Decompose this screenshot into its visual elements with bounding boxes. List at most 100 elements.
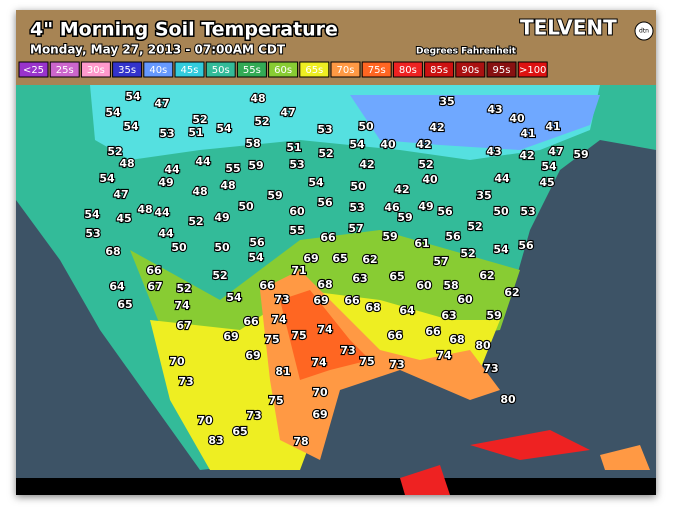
station-value: 54 <box>541 160 557 173</box>
station-value: 42 <box>359 158 374 171</box>
station-value: 59 <box>382 230 397 243</box>
station-value: 73 <box>274 293 289 306</box>
station-value: 66 <box>425 325 441 338</box>
station-value: 48 <box>137 203 152 216</box>
station-value: 64 <box>109 280 125 293</box>
station-value: 57 <box>348 222 363 235</box>
station-value: 60 <box>289 205 305 218</box>
station-value: 69 <box>312 408 327 421</box>
legend-chip <box>299 61 330 78</box>
station-value: 47 <box>280 106 295 119</box>
legend-chip <box>455 61 486 78</box>
station-value: 56 <box>437 205 453 218</box>
station-value: 54 <box>349 138 365 151</box>
station-value: 54 <box>493 243 509 256</box>
station-value: 74 <box>174 299 190 312</box>
station-value: 50 <box>493 205 509 218</box>
legend-label: 45s <box>181 65 199 76</box>
legend-chip <box>205 61 236 78</box>
legend-label: 90s <box>461 65 479 76</box>
station-value: 52 <box>254 115 269 128</box>
legend-chip <box>174 61 205 78</box>
station-value: 73 <box>483 362 498 375</box>
legend-chip <box>236 61 267 78</box>
station-value: 50 <box>171 241 187 254</box>
station-value: 56 <box>445 230 461 243</box>
legend-label: 40s <box>149 65 167 76</box>
legend-label: 60s <box>274 65 292 76</box>
station-value: 69 <box>245 349 260 362</box>
station-value: 55 <box>225 162 240 175</box>
station-value: 73 <box>246 409 261 422</box>
station-value: 54 <box>123 120 139 133</box>
station-value: 52 <box>188 215 203 228</box>
station-value: 56 <box>317 196 333 209</box>
station-value: 68 <box>449 333 464 346</box>
station-value: 52 <box>467 220 482 233</box>
legend-label: 25s <box>56 65 74 76</box>
station-value: 74 <box>436 349 452 362</box>
station-value: 42 <box>519 149 534 162</box>
station-value: 59 <box>267 189 282 202</box>
station-value: 52 <box>176 282 191 295</box>
station-value: 52 <box>192 113 207 126</box>
station-value: 80 <box>500 393 516 406</box>
station-value: 69 <box>313 294 328 307</box>
station-value: 54 <box>84 208 100 221</box>
land-south <box>400 465 450 495</box>
station-value: 42 <box>416 138 431 151</box>
station-value: 43 <box>487 103 502 116</box>
station-value: 69 <box>223 330 238 343</box>
station-value: 68 <box>365 301 380 314</box>
station-value: 50 <box>350 180 366 193</box>
station-value: 50 <box>214 241 230 254</box>
legend-label: 35s <box>118 65 136 76</box>
legend-label: >100 <box>519 65 546 76</box>
station-value: 59 <box>397 211 412 224</box>
station-value: 53 <box>159 127 174 140</box>
legend-chip <box>361 61 392 78</box>
station-value: 44 <box>154 206 170 219</box>
legend-chip <box>49 61 80 78</box>
legend-label: 80s <box>399 65 417 76</box>
station-value: 80 <box>475 339 491 352</box>
station-value: 50 <box>358 120 374 133</box>
station-value: 54 <box>105 106 121 119</box>
station-value: 45 <box>116 212 131 225</box>
station-value: 55 <box>289 224 304 237</box>
station-value: 62 <box>362 253 377 266</box>
station-value: 56 <box>249 236 265 249</box>
station-value: 63 <box>352 272 367 285</box>
station-value: 65 <box>389 270 404 283</box>
station-value: 59 <box>573 148 588 161</box>
station-value: 42 <box>429 121 444 134</box>
station-value: 81 <box>275 365 290 378</box>
station-value: 50 <box>238 200 254 213</box>
station-value: 71 <box>291 264 306 277</box>
station-value: 40 <box>380 138 396 151</box>
station-value: 52 <box>212 269 227 282</box>
station-value: 60 <box>416 279 432 292</box>
station-value: 57 <box>433 255 448 268</box>
legend-chip <box>486 61 517 78</box>
station-value: 70 <box>197 414 213 427</box>
station-value: 49 <box>214 211 229 224</box>
legend-chip <box>268 61 299 78</box>
station-value: 47 <box>548 145 563 158</box>
legend-chip <box>424 61 455 78</box>
station-value: 62 <box>479 269 494 282</box>
station-value: 44 <box>164 163 180 176</box>
legend-label: 75s <box>368 65 386 76</box>
station-value: 65 <box>117 298 132 311</box>
station-value: 49 <box>418 200 433 213</box>
station-value: 60 <box>457 293 473 306</box>
station-value: 48 <box>250 92 265 105</box>
legend-label: 30s <box>87 65 105 76</box>
station-value: 74 <box>311 356 327 369</box>
station-value: 64 <box>399 304 415 317</box>
station-value: 49 <box>158 176 173 189</box>
station-value: 54 <box>308 176 324 189</box>
station-value: 48 <box>119 157 134 170</box>
